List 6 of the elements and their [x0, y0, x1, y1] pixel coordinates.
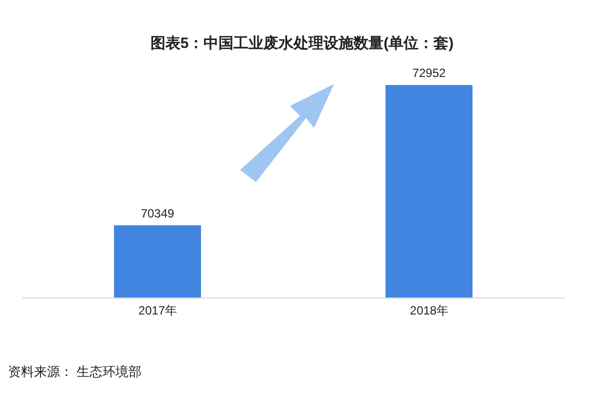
text: 资料来源： 生态环境部: [8, 363, 142, 381]
data-label: 70349: [140, 206, 175, 220]
x-tick-label: 2017年: [138, 304, 178, 318]
chart-title: 图表5：中国工业废水处理设施数量(单位：套): [149, 34, 455, 53]
x-tick-label: 2018年: [410, 304, 449, 318]
data-label: 72952: [412, 66, 446, 80]
